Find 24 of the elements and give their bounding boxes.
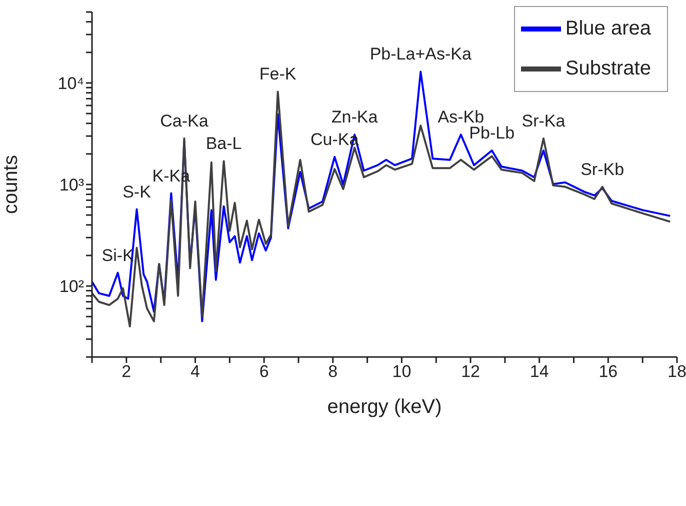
x-tick-label: 6 xyxy=(259,362,269,382)
x-axis-title: energy (keV) xyxy=(327,396,442,418)
x-tick-label: 10 xyxy=(392,362,412,382)
annotation: Sr-Ka xyxy=(522,111,566,130)
annotation: Ba-L xyxy=(206,134,242,154)
legend-label: Substrate xyxy=(565,57,651,80)
annotation: Sr-Kb xyxy=(580,160,624,179)
annotation: Zn-Ka xyxy=(331,108,378,127)
y-tick-label: 10² xyxy=(59,277,84,296)
x-tick-label: 8 xyxy=(328,362,338,382)
x-tick-label: 4 xyxy=(190,362,200,382)
annotation: Ca-Ka xyxy=(160,111,209,130)
x-tick-label: 12 xyxy=(461,362,480,382)
x-tick-label: 14 xyxy=(530,362,549,382)
y-tick-label: 10⁴ xyxy=(58,74,84,94)
annotation: Pb-La+As-Ka xyxy=(370,44,472,64)
y-axis-title: counts xyxy=(0,155,22,214)
x-tick-label: 16 xyxy=(598,362,618,382)
legend-label: Blue area xyxy=(565,17,651,40)
y-tick-label: 10³ xyxy=(59,176,84,195)
x-tick-label: 2 xyxy=(122,362,132,382)
annotation: Fe-K xyxy=(259,64,297,84)
x-tick-label: 18 xyxy=(668,362,686,382)
annotation: S-K xyxy=(122,182,152,202)
